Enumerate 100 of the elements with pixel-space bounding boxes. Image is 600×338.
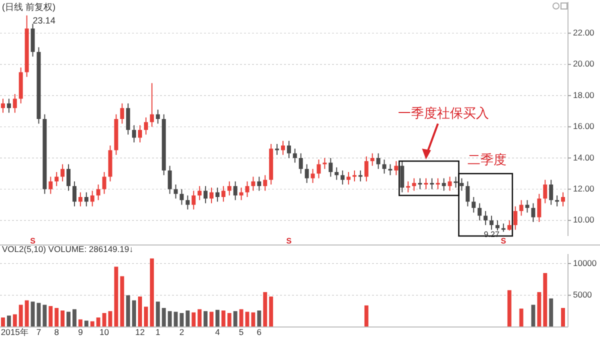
candlestick [484, 210, 488, 226]
candlestick [304, 164, 309, 184]
bar [48, 306, 53, 327]
text: S [500, 236, 507, 246]
bar [186, 310, 190, 327]
bar [54, 308, 59, 327]
candlestick [245, 180, 250, 198]
candlestick [466, 180, 470, 207]
candlestick [454, 176, 458, 188]
candlestick [257, 176, 262, 192]
bar [257, 310, 262, 327]
bar [12, 314, 17, 327]
candlestick [48, 176, 53, 194]
candlestick [233, 180, 238, 201]
candlestick [376, 152, 380, 170]
candlestick [286, 140, 291, 158]
x-tick-label: 12 [135, 327, 146, 337]
bar [132, 300, 136, 327]
candlestick [490, 215, 494, 230]
annotation: 一季度社保买入 [398, 105, 490, 120]
candlestick [460, 178, 464, 192]
bar [364, 305, 368, 327]
candlestick [310, 168, 315, 184]
x-tick-label: 4 [215, 327, 220, 337]
candlestick [126, 102, 130, 136]
candlestick [66, 164, 71, 192]
candlestick [394, 160, 398, 176]
candlestick [204, 186, 208, 204]
x-tick-label: 5 [238, 327, 244, 337]
candlestick [168, 165, 172, 194]
candlestick [210, 187, 214, 204]
bar [36, 302, 41, 327]
candlestick [507, 220, 512, 232]
x-tick-label: 2 [179, 327, 184, 337]
bar [120, 276, 124, 327]
candlestick [60, 164, 65, 182]
x-tick-label: 1 [156, 327, 161, 337]
candlestick [412, 178, 416, 192]
candlestick [12, 94, 17, 114]
candlestick [6, 98, 11, 114]
candlestick [298, 152, 303, 174]
candlestick [150, 82, 154, 128]
bar [519, 308, 524, 327]
bar [543, 273, 548, 327]
candlestick [561, 192, 566, 207]
bar [239, 309, 244, 327]
candlestick [364, 156, 368, 182]
candlestick [346, 172, 351, 186]
bar [60, 310, 65, 327]
bar [549, 298, 554, 327]
y-tick-label: 18.00 [573, 90, 595, 100]
candlestick [215, 187, 220, 202]
candlestick [436, 178, 440, 190]
bar [561, 308, 565, 327]
candlestick [90, 190, 94, 207]
y-tick-label: 5000 [573, 290, 592, 300]
candlestick [180, 188, 184, 206]
bar [227, 313, 232, 327]
bar [537, 292, 542, 327]
bar [18, 304, 23, 327]
bar [221, 310, 226, 327]
annotation: 23.14 [32, 15, 56, 26]
candlestick [0, 98, 5, 114]
candlestick [340, 170, 345, 186]
bar [144, 306, 148, 327]
candlestick [448, 176, 452, 192]
x-tick-label: 10 [100, 327, 110, 337]
bar [126, 295, 130, 327]
candlestick [513, 206, 518, 230]
candlestick [84, 192, 88, 207]
candlestick [251, 176, 256, 192]
candlestick [30, 23, 35, 58]
candlestick [358, 170, 362, 182]
y-tick-label: 10000 [573, 258, 597, 268]
x-tick-label: 7 [36, 327, 42, 337]
bar [269, 296, 274, 327]
y-tick-label: 14.00 [573, 152, 595, 162]
annotation: 二季度 [468, 152, 507, 168]
bar [233, 311, 238, 327]
bar [215, 310, 220, 327]
candlestick [54, 172, 59, 187]
candlestick [198, 186, 202, 201]
text: S [286, 236, 292, 246]
candlestick [478, 202, 482, 221]
bar [150, 258, 154, 327]
candlestick [120, 102, 124, 124]
candlestick [370, 152, 374, 166]
y-tick-label: 12.00 [573, 183, 595, 194]
candlestick [531, 202, 536, 222]
candlestick [132, 124, 136, 143]
candlestick [239, 187, 244, 201]
bar [162, 308, 166, 327]
bar [78, 319, 82, 327]
candlestick [519, 200, 524, 216]
bar [192, 312, 196, 327]
candlestick [221, 186, 226, 202]
candlestick [328, 158, 333, 178]
x-tick-label: 9 [78, 327, 84, 337]
candlestick [292, 148, 297, 164]
text: S [30, 236, 36, 246]
